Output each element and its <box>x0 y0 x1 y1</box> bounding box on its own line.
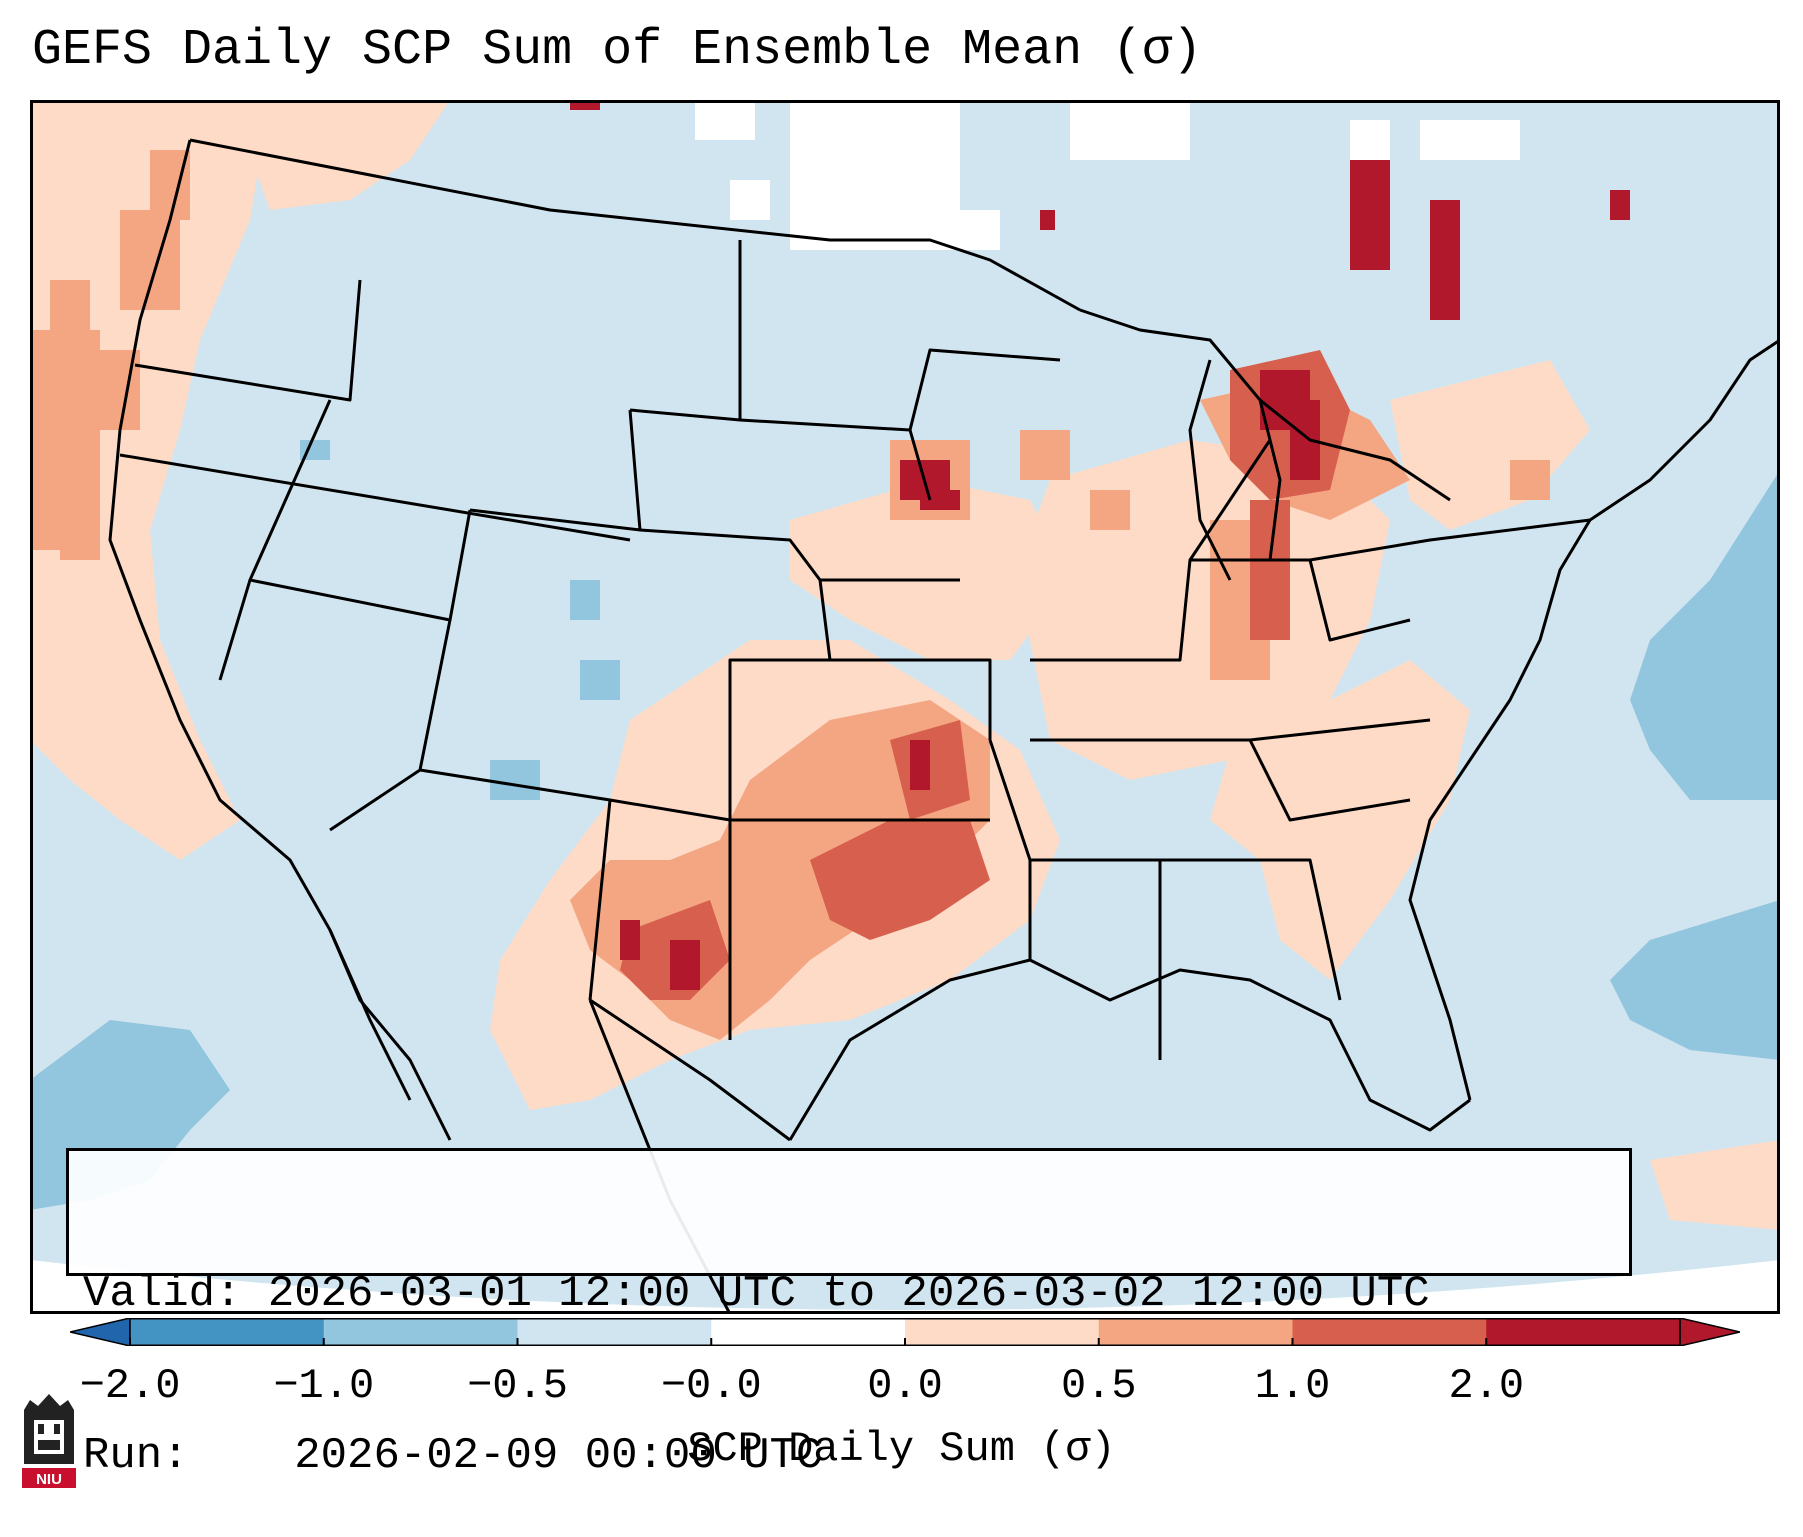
colorbar-tick-label: 2.0 <box>1448 1362 1525 1410</box>
niu-logo-icon: NIU <box>22 1394 76 1488</box>
colorbar-tick-label: −0.0 <box>660 1362 762 1410</box>
run-value: 2026-02-09 00:00 UTC <box>294 1431 823 1481</box>
projection-edge <box>30 1260 1780 1314</box>
east-coast <box>1408 338 1780 1101</box>
map-canvas <box>30 100 1780 1314</box>
map-panel <box>30 100 1780 1314</box>
colorbar-segment <box>1292 1318 1487 1346</box>
state-lines-east <box>1030 439 1591 1060</box>
map-border <box>30 100 1780 1314</box>
colorbar-tick-label: 1.0 <box>1254 1362 1331 1410</box>
colorbar-segment <box>517 1318 712 1346</box>
run-line: Run: 2026-02-09 00:00 UTC <box>83 1429 1615 1483</box>
colorbar-segment <box>905 1318 1100 1346</box>
colorbar-segment <box>711 1318 906 1346</box>
pacific-moderate-anomaly <box>30 150 190 560</box>
colorbar-segment <box>1098 1318 1293 1346</box>
us-canada-border <box>189 138 1081 312</box>
map-title: GEFS Daily SCP Sum of Ensemble Mean (σ) <box>32 22 1203 79</box>
colorbar-segment <box>323 1318 518 1346</box>
valid-line: Valid: 2026-03-01 12:00 UTC to 2026-03-0… <box>83 1267 1615 1321</box>
run-label: Run: <box>83 1431 189 1481</box>
colorbar-tick-label: −0.5 <box>467 1362 568 1410</box>
colorbar-label: SCP Daily Sum (σ) <box>687 1425 1116 1473</box>
colorbar-tick-label: −2.0 <box>79 1362 181 1410</box>
great-lakes <box>1079 308 1451 581</box>
colorbar-extend-low <box>70 1318 131 1346</box>
gulf-coast <box>589 958 1471 1142</box>
valid-run-info-box: Valid: 2026-03-01 12:00 UTC to 2026-03-0… <box>66 1148 1632 1481</box>
colorbar-segment <box>1486 1318 1681 1346</box>
valid-value: 2026-03-01 12:00 UTC to 2026-03-02 12:00… <box>267 1269 1430 1319</box>
colorbar-segment <box>130 1318 325 1346</box>
colorbar-tick-label: 0.5 <box>1060 1362 1137 1410</box>
colorbar-extend-high <box>1679 1318 1740 1346</box>
valid-label: Valid: <box>83 1269 242 1319</box>
colorbar <box>70 1318 1740 1346</box>
logo-text: NIU <box>36 1471 62 1488</box>
colorbar-tick-label: 0.0 <box>867 1362 943 1410</box>
atlantic-negative-anomaly <box>30 440 1780 1210</box>
canada-missing-data <box>695 100 1520 250</box>
colorbar-tick-label: −1.0 <box>273 1362 375 1410</box>
